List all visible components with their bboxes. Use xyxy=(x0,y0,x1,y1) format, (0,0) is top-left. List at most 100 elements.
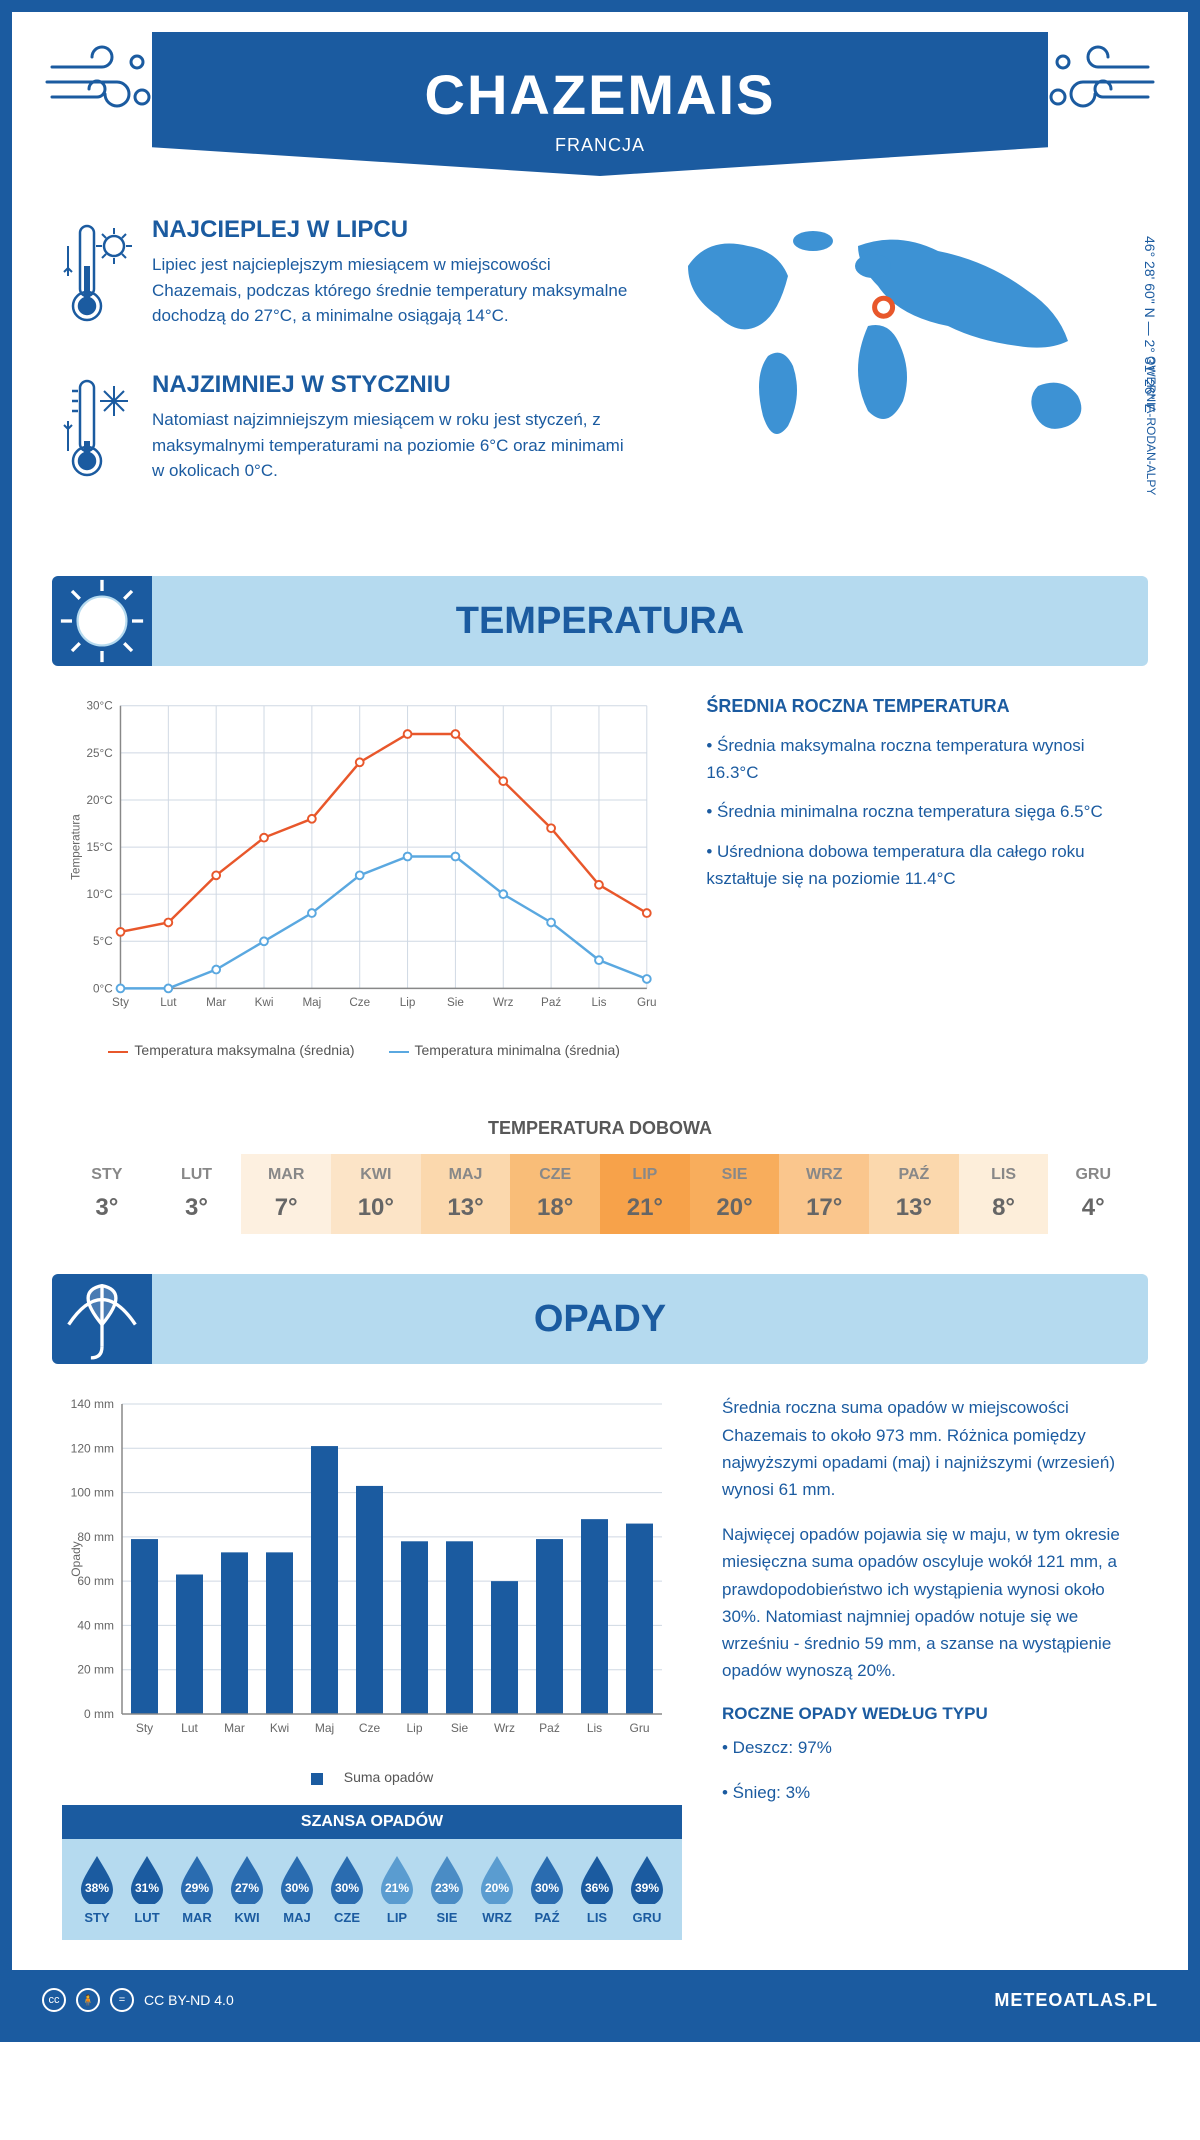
svg-text:38%: 38% xyxy=(85,1881,109,1895)
svg-text:30%: 30% xyxy=(535,1881,559,1895)
daily-month: LIP xyxy=(600,1166,690,1184)
daily-month: GRU xyxy=(1048,1166,1138,1184)
svg-text:Sie: Sie xyxy=(451,1721,469,1735)
temp-bullet-3: • Uśredniona dobowa temperatura dla całe… xyxy=(706,838,1138,892)
fact-cold-title: NAJZIMNIEJ W STYCZNIU xyxy=(152,371,628,399)
fact-cold-body: NAJZIMNIEJ W STYCZNIU Natomiast najzimni… xyxy=(152,371,628,496)
daily-cell: STY3° xyxy=(62,1154,152,1234)
precip-p2: Najwięcej opadów pojawia się w maju, w t… xyxy=(722,1521,1138,1684)
svg-text:Mar: Mar xyxy=(224,1721,245,1735)
chance-cell: 29%MAR xyxy=(172,1854,222,1925)
svg-text:Lip: Lip xyxy=(400,996,416,1009)
daily-value: 13° xyxy=(421,1194,511,1222)
chance-cell: 27% KWI xyxy=(222,1854,272,1925)
svg-text:0°C: 0°C xyxy=(93,982,113,995)
svg-text:Paź: Paź xyxy=(541,996,561,1009)
chance-cell: 20%WRZ xyxy=(472,1854,522,1925)
world-map-icon xyxy=(658,216,1138,456)
daily-value: 20° xyxy=(690,1194,780,1222)
drop-icon: 29% xyxy=(177,1854,217,1904)
drop-icon: 36% xyxy=(577,1854,617,1904)
legend-min: Temperatura minimalna (średnia) xyxy=(389,1042,620,1058)
intro-section: NAJCIEPLEJ W LIPCU Lipiec jest najcieple… xyxy=(12,176,1188,556)
wind-icon-right xyxy=(1038,42,1158,122)
svg-text:Kwi: Kwi xyxy=(255,996,274,1009)
chance-cell: 36%LIS xyxy=(572,1854,622,1925)
daily-cell: LUT3° xyxy=(152,1154,242,1234)
footer-site: METEOATLAS.PL xyxy=(994,1990,1158,2011)
svg-text:Paź: Paź xyxy=(539,1721,560,1735)
chance-month: PAŹ xyxy=(522,1910,572,1925)
svg-text:Maj: Maj xyxy=(302,996,321,1009)
svg-text:15°C: 15°C xyxy=(87,841,113,854)
daily-month: MAR xyxy=(241,1166,331,1184)
svg-text:140 mm: 140 mm xyxy=(71,1397,114,1411)
daily-cell: LIS8° xyxy=(959,1154,1049,1234)
svg-text:5°C: 5°C xyxy=(93,935,113,948)
temp-summary: ŚREDNIA ROCZNA TEMPERATURA • Średnia mak… xyxy=(706,696,1138,1058)
daily-value: 18° xyxy=(510,1194,600,1222)
chance-cell: 21%LIP xyxy=(372,1854,422,1925)
drop-icon: 30% xyxy=(527,1854,567,1904)
page-subtitle: FRANCJA xyxy=(172,135,1028,156)
daily-month: WRZ xyxy=(779,1166,869,1184)
daily-value: 7° xyxy=(241,1194,331,1222)
svg-text:36%: 36% xyxy=(585,1881,609,1895)
drop-icon: 30% xyxy=(277,1854,317,1904)
chance-cell: 30%CZE xyxy=(322,1854,372,1925)
precip-chart: 0 mm20 mm40 mm60 mm80 mm100 mm120 mm140 … xyxy=(62,1394,682,1940)
infographic-page: CHAZEMAIS FRANCJA NAJCIEPLEJ W LIPCU Lip… xyxy=(0,0,1200,2042)
daily-cell: KWI 10° xyxy=(331,1154,421,1234)
drop-icon: 20% xyxy=(477,1854,517,1904)
svg-text:Sie: Sie xyxy=(447,996,464,1009)
precip-p1: Średnia roczna suma opadów w miejscowośc… xyxy=(722,1394,1138,1503)
precip-legend: Suma opadów xyxy=(62,1769,682,1785)
svg-text:Maj: Maj xyxy=(315,1721,334,1735)
daily-value: 3° xyxy=(62,1194,152,1222)
chance-month: LIP xyxy=(372,1910,422,1925)
chance-cell: 30% PAŹ xyxy=(522,1854,572,1925)
drop-icon: 30% xyxy=(327,1854,367,1904)
chance-month: KWI xyxy=(222,1910,272,1925)
daily-month: LIS xyxy=(959,1166,1049,1184)
chance-cell: 39%GRU xyxy=(622,1854,672,1925)
daily-value: 13° xyxy=(869,1194,959,1222)
svg-text:30%: 30% xyxy=(285,1881,309,1895)
fact-hot-body: NAJCIEPLEJ W LIPCU Lipiec jest najcieple… xyxy=(152,216,628,341)
header-wrap: CHAZEMAIS FRANCJA xyxy=(12,12,1188,176)
daily-cell: WRZ 17° xyxy=(779,1154,869,1234)
drop-icon: 38% xyxy=(77,1854,117,1904)
drop-icon: 27% xyxy=(227,1854,267,1904)
chance-cell: 31% LUT xyxy=(122,1854,172,1925)
svg-text:Wrz: Wrz xyxy=(494,1721,515,1735)
region-label: OWERNIA-RODAN-ALPY xyxy=(1144,356,1158,495)
daily-month: KWI xyxy=(331,1166,421,1184)
svg-text:31%: 31% xyxy=(135,1881,159,1895)
legend-precip: Suma opadów xyxy=(296,1769,449,1785)
daily-temp-title: TEMPERATURA DOBOWA xyxy=(12,1118,1188,1139)
svg-text:Opady: Opady xyxy=(69,1542,83,1577)
chance-panel: SZANSA OPADÓW 38%STY31%LUT29%MAR27%KWI30… xyxy=(62,1805,682,1940)
daily-value: 17° xyxy=(779,1194,869,1222)
temp-bullet-2: • Średnia minimalna roczna temperatura s… xyxy=(706,798,1138,825)
svg-text:27%: 27% xyxy=(235,1881,259,1895)
svg-text:120 mm: 120 mm xyxy=(71,1442,114,1456)
svg-text:Lut: Lut xyxy=(181,1721,198,1735)
intro-facts: NAJCIEPLEJ W LIPCU Lipiec jest najcieple… xyxy=(62,216,628,526)
svg-text:29%: 29% xyxy=(185,1881,209,1895)
section-header-precip: OPADY xyxy=(52,1274,1148,1364)
daily-month: MAJ xyxy=(421,1166,511,1184)
svg-text:20 mm: 20 mm xyxy=(77,1663,114,1677)
chance-month: LUT xyxy=(122,1910,172,1925)
fact-cold: NAJZIMNIEJ W STYCZNIU Natomiast najzimni… xyxy=(62,371,628,496)
nd-icon: = xyxy=(110,1988,134,2012)
chance-cell: 38% STY xyxy=(72,1854,122,1925)
daily-value: 10° xyxy=(331,1194,421,1222)
chance-month: STY xyxy=(72,1910,122,1925)
temp-bullet-1: • Średnia maksymalna roczna temperatura … xyxy=(706,732,1138,786)
svg-text:Gru: Gru xyxy=(629,1721,649,1735)
svg-text:Mar: Mar xyxy=(206,996,226,1009)
fact-hot: NAJCIEPLEJ W LIPCU Lipiec jest najcieple… xyxy=(62,216,628,341)
chance-month: GRU xyxy=(622,1910,672,1925)
precip-type-rain: • Deszcz: 97% xyxy=(722,1734,1138,1761)
